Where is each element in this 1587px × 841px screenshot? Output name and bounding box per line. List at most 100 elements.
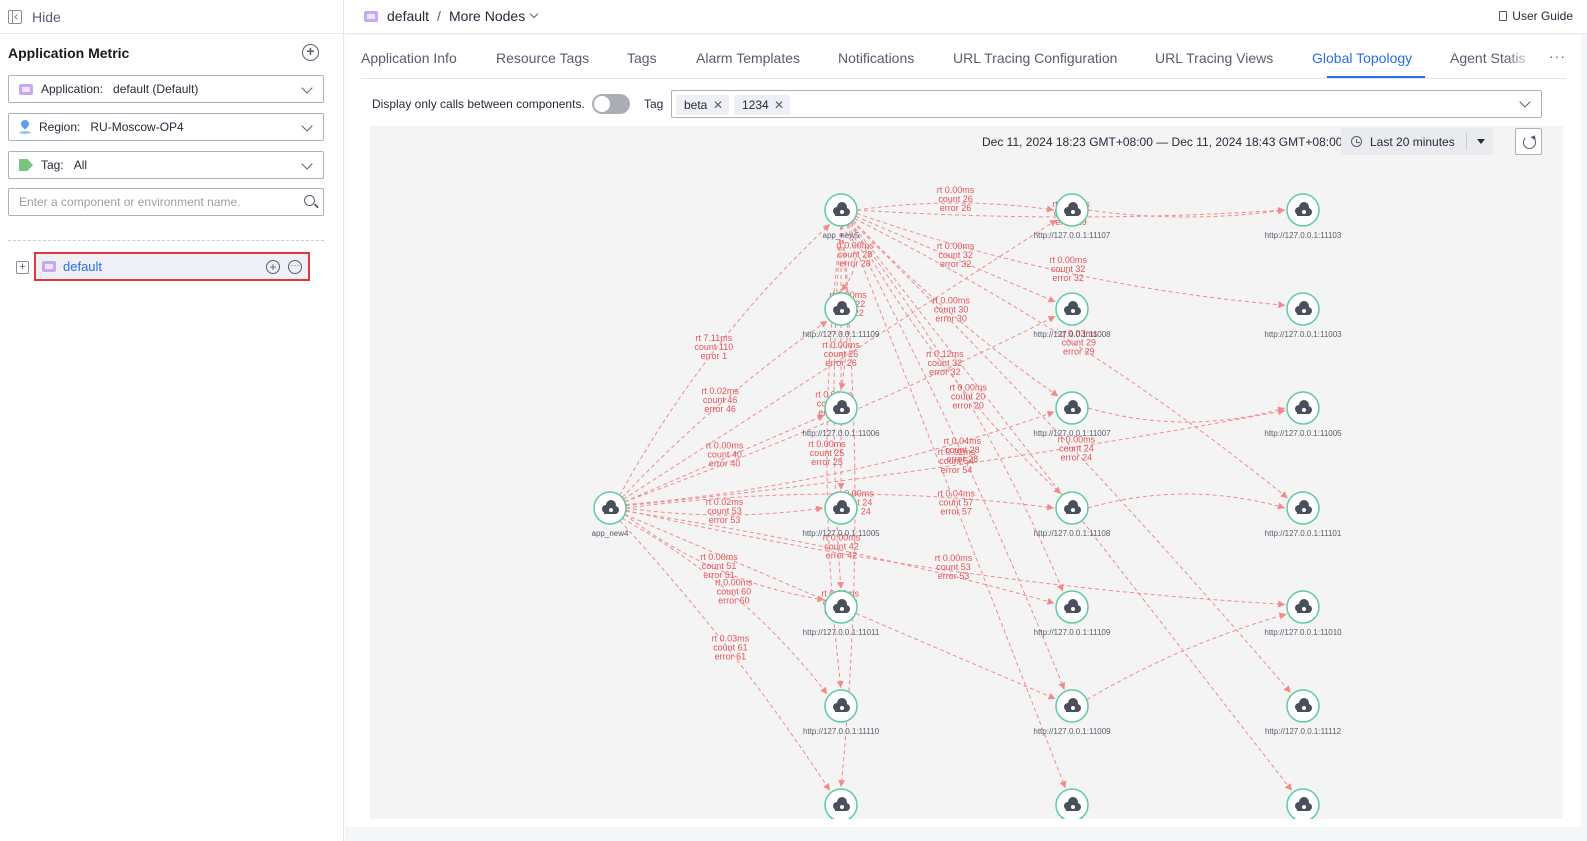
topology-edge[interactable] (624, 414, 825, 503)
tag-select[interactable]: Tag: All (8, 151, 324, 179)
tag-filter-select[interactable]: beta ✕ 1234 ✕ (671, 90, 1542, 118)
topology-edge[interactable] (619, 223, 831, 496)
topology-edge[interactable] (826, 225, 844, 689)
chevron-down-icon[interactable] (529, 9, 539, 19)
topology-node[interactable]: http://127.0.0.1:11109 (803, 292, 880, 339)
add-application-icon[interactable]: + (302, 44, 319, 61)
edge-metric-label: error 53 (938, 571, 970, 581)
application-select[interactable]: Application: default (Default) (8, 75, 324, 103)
add-icon[interactable]: + (266, 260, 280, 274)
topology-edge[interactable] (856, 206, 1286, 218)
topology-node[interactable]: http://127.0.0.1:11003 (1264, 292, 1342, 339)
region-select[interactable]: Region: RU-Moscow-OP4 (8, 113, 324, 141)
topology-edge[interactable] (846, 224, 1067, 789)
breadcrumb: default / More Nodes (364, 8, 539, 24)
topology-node[interactable]: app_new5 (823, 193, 860, 240)
tree-node-default[interactable]: default + ··· (34, 252, 310, 281)
breadcrumb-app[interactable]: default (387, 8, 430, 24)
close-icon[interactable]: ✕ (773, 98, 784, 112)
topology-edge[interactable] (625, 505, 824, 516)
topology-edge[interactable] (856, 202, 1055, 213)
topology-edge[interactable] (621, 517, 828, 695)
cloud-icon (1295, 698, 1312, 712)
topology-node[interactable]: http://127.0.0.1:11005 (1264, 391, 1342, 438)
topology-edge[interactable] (847, 224, 1066, 690)
topology-node[interactable]: http://127.0.0.1:11004 (1033, 788, 1111, 819)
topology-edge[interactable] (619, 520, 831, 792)
topology-node[interactable]: http://127.0.0.1:11005 (802, 491, 880, 538)
tree-expand-toggle[interactable]: + (16, 261, 29, 274)
topology-node[interactable]: http://127.0.0.1:11007 (1033, 391, 1111, 438)
breadcrumb-more-nodes[interactable]: More Nodes (448, 8, 526, 24)
cloud-icon (1064, 301, 1081, 315)
topology-node[interactable]: http://127.0.0.1:11010 (1264, 590, 1342, 637)
tab-notifications[interactable]: Notifications (838, 50, 915, 66)
hide-label: Hide (32, 8, 61, 25)
edge-metric-label: error 42 (826, 550, 858, 560)
topology-edge[interactable] (856, 212, 1286, 309)
topology-edge[interactable] (840, 225, 856, 292)
topology-node[interactable]: http://127.0.0.1:11101 (1265, 491, 1342, 538)
topology-edge[interactable] (1086, 612, 1287, 701)
tab-url-tracing-configuration[interactable]: URL Tracing Configuration (953, 50, 1118, 66)
tag-chip: 1234 ✕ (734, 95, 790, 115)
topology-node[interactable]: http://127.0.0.1:11011 (803, 590, 880, 637)
refresh-button[interactable] (1515, 128, 1542, 155)
user-guide-link[interactable]: User Guide (1499, 9, 1573, 23)
topology-edge[interactable] (852, 220, 1059, 397)
topology-edge[interactable] (1087, 406, 1286, 423)
topology-edge[interactable] (1087, 207, 1286, 218)
search-icon[interactable] (304, 195, 315, 206)
topology-edge[interactable] (855, 215, 1056, 303)
tab-resource-tags[interactable]: Resource Tags (496, 50, 590, 66)
more-icon[interactable]: ··· (288, 260, 302, 274)
more-tabs-icon[interactable]: ··· (1549, 48, 1566, 64)
topology-edge[interactable] (850, 222, 1062, 495)
topology-edge[interactable] (625, 510, 1055, 605)
topology-edge[interactable] (624, 513, 825, 603)
components-only-toggle[interactable] (592, 94, 630, 114)
component-search-input[interactable] (8, 188, 324, 216)
cloud-icon (1064, 698, 1081, 712)
topology-edge[interactable] (1087, 493, 1286, 510)
topology-node[interactable]: http://127.0.0.1:11108 (1034, 491, 1111, 538)
close-icon[interactable]: ✕ (712, 98, 723, 112)
topology-edge[interactable] (625, 493, 1055, 511)
topology-node[interactable]: http://127.0.0.1:11009 (1033, 689, 1111, 736)
topology-node[interactable]: http://127.0.0.1:11012 (1264, 788, 1342, 819)
edge-metric-label: error 32 (1052, 273, 1084, 283)
topology-edge[interactable] (623, 219, 1058, 500)
node-label: http://127.0.0.1:11109 (1034, 628, 1111, 637)
time-range-select[interactable]: Last 20 minutes (1341, 128, 1493, 155)
topology-edge[interactable] (848, 223, 1064, 592)
topology-node[interactable]: http://127.0.0.1:11112 (1265, 689, 1342, 736)
topology-canvas[interactable]: rt 7.11ms count 110 error 1 rt 0.02ms count … (370, 126, 1563, 819)
edge-metric-label: count 51 (702, 561, 737, 571)
topology-edge[interactable] (625, 408, 1286, 507)
topology-edge[interactable] (854, 218, 1289, 499)
tab-alarm-templates[interactable]: Alarm Templates (696, 50, 801, 66)
application-value: default (Default) (113, 82, 199, 96)
topology-node[interactable]: http://127.0.0.1:11109 (1034, 590, 1111, 637)
edge-metric-label: count 28 (945, 445, 980, 455)
chevron-down-icon (1519, 96, 1531, 108)
tab-tags[interactable]: Tags (627, 50, 657, 66)
topology-node[interactable]: http://127.0.0.1:11103 (1265, 193, 1342, 240)
tab-application-info[interactable]: Application Info (361, 50, 457, 66)
topology-node[interactable]: http://127.0.0.1:11006 (802, 391, 880, 438)
topology-edge[interactable] (851, 221, 1292, 694)
edge-metric-label: count 26 (824, 349, 859, 359)
topology-edge[interactable] (625, 509, 1286, 608)
tab-global-topology[interactable]: Global Topology (1312, 50, 1413, 66)
tab-url-tracing-views[interactable]: URL Tracing Views (1155, 50, 1274, 66)
topology-node[interactable]: http://127.0.0.1:11008 (1033, 292, 1111, 339)
topology-node[interactable]: http://127.0.0.1:11107 (1034, 193, 1111, 240)
hide-sidebar-button[interactable]: Hide (0, 0, 343, 34)
topology-edge[interactable] (621, 320, 828, 498)
topology-edge[interactable] (625, 410, 1055, 506)
topology-node[interactable]: http://127.0.0.1:11111 (803, 788, 879, 819)
node-label: http://127.0.0.1:11107 (1034, 231, 1111, 240)
topology-node[interactable]: app_new4 (592, 491, 629, 538)
topology-node[interactable]: http://127.0.0.1:11110 (803, 689, 880, 736)
